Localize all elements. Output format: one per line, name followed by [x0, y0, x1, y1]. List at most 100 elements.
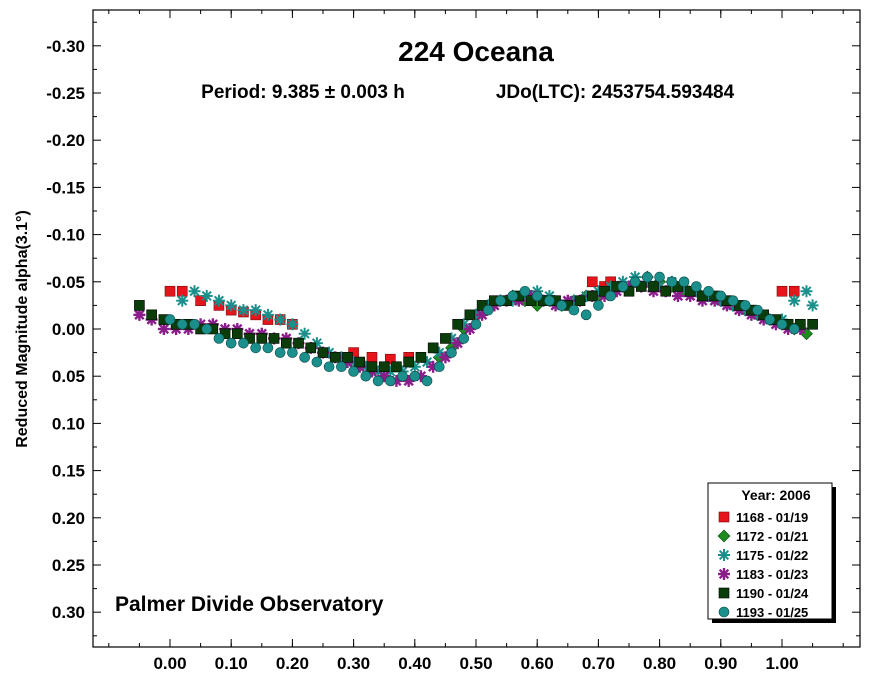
marker-shape [225, 337, 237, 349]
observatory-annotation: Palmer Divide Observatory [115, 593, 384, 616]
marker-shape [807, 318, 818, 330]
data-point [519, 285, 531, 297]
data-point [225, 299, 238, 312]
marker-stroke [189, 286, 200, 297]
legend-marker [717, 529, 731, 543]
marker-stroke [250, 305, 261, 316]
marker-shape [385, 375, 396, 387]
marker-shape [739, 300, 751, 311]
data-point [311, 356, 323, 368]
marker-shape [568, 304, 580, 316]
data-point [225, 337, 237, 349]
marker-shape [586, 276, 598, 288]
legend-marker [718, 587, 730, 599]
y-axis-label: Reduced Magnitude alpha(3.1°) [14, 210, 31, 448]
data-point [372, 375, 384, 387]
marker-shape [605, 290, 616, 302]
marker-stroke [801, 286, 812, 297]
marker-shape [629, 276, 641, 288]
data-point [739, 300, 751, 311]
data-point [200, 289, 213, 302]
data-point [580, 309, 592, 321]
data-point [421, 375, 433, 387]
y-tick-label: -0.30 [46, 37, 85, 56]
data-point [703, 285, 714, 297]
data-point [342, 352, 353, 363]
data-point [433, 361, 445, 373]
marker-shape [648, 281, 659, 292]
data-point [391, 361, 402, 373]
data-point [189, 318, 200, 330]
data-point [195, 295, 206, 306]
data-point [188, 285, 201, 298]
marker-shape [788, 323, 800, 335]
data-point [764, 314, 776, 325]
x-tick-label: 0.40 [398, 654, 431, 673]
marker-shape [703, 285, 714, 297]
data-point [323, 361, 335, 373]
marker-shape [336, 361, 347, 373]
y-tick-label: 0.05 [52, 367, 85, 386]
data-point [348, 366, 359, 377]
data-point [378, 361, 390, 373]
marker-shape [360, 370, 372, 382]
marker-stroke [201, 290, 212, 301]
marker-shape [446, 347, 457, 358]
marker-shape [256, 333, 268, 344]
data-point [752, 304, 763, 316]
marker-stroke [134, 309, 145, 321]
data-point [329, 352, 341, 363]
data-point [409, 370, 421, 382]
data-point [299, 352, 310, 363]
marker-shape [458, 333, 470, 344]
marker-shape [280, 337, 292, 349]
data-point [238, 337, 249, 349]
y-tick-label: 0.20 [52, 509, 85, 528]
data-point [642, 271, 653, 283]
marker-shape [718, 606, 730, 618]
data-point [715, 290, 727, 302]
marker-shape [391, 361, 402, 373]
data-point [261, 308, 274, 321]
x-tick-label: 0.20 [276, 654, 309, 673]
data-point [293, 337, 304, 349]
marker-shape [397, 370, 408, 382]
marker-shape [642, 271, 653, 283]
marker-shape [409, 370, 421, 382]
y-tick-label: 0.10 [52, 414, 85, 433]
data-points [133, 270, 819, 387]
data-point [176, 318, 188, 330]
marker-shape [213, 333, 225, 344]
data-point [250, 342, 261, 354]
marker-shape [427, 342, 439, 354]
data-point [286, 318, 299, 331]
data-point [671, 289, 684, 302]
data-point [568, 304, 580, 316]
data-point [249, 304, 262, 317]
marker-shape [433, 361, 445, 373]
x-tick-label: 0.80 [643, 654, 676, 673]
marker-stroke [718, 568, 730, 580]
marker-shape [464, 309, 476, 321]
data-point [336, 361, 347, 373]
marker-shape [299, 352, 310, 363]
marker-shape [134, 300, 145, 311]
data-point [666, 276, 678, 288]
data-point [237, 304, 250, 317]
x-tick-label: 0.30 [337, 654, 370, 673]
data-point [806, 299, 819, 312]
y-tick-label: -0.15 [46, 178, 85, 197]
marker-shape [317, 347, 329, 358]
marker-stroke [807, 300, 818, 311]
data-point [648, 281, 659, 292]
data-point [470, 318, 482, 330]
data-point [274, 347, 286, 358]
marker-shape [232, 328, 243, 340]
marker-shape [531, 290, 543, 302]
legend-marker [718, 511, 730, 523]
marker-shape [678, 276, 690, 288]
marker-shape [715, 290, 727, 302]
data-point [256, 333, 268, 344]
data-point [531, 290, 543, 302]
marker-shape [654, 271, 665, 283]
